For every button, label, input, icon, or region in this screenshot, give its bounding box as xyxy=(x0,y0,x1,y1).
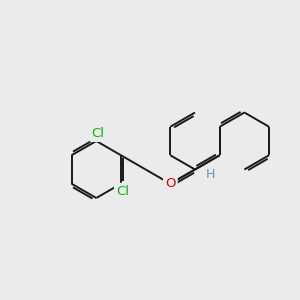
Text: Cl: Cl xyxy=(91,127,104,140)
Text: Cl: Cl xyxy=(116,185,129,198)
Text: O: O xyxy=(165,177,175,190)
Text: O: O xyxy=(165,177,175,190)
Text: H: H xyxy=(206,168,215,181)
